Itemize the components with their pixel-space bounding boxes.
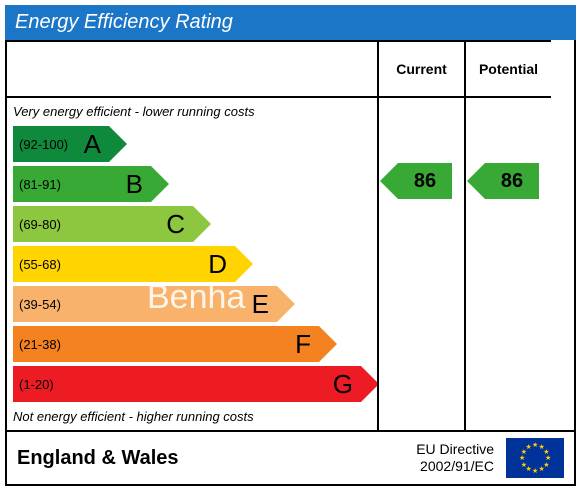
band-bar-g: (1-20) G bbox=[13, 366, 361, 402]
band-row-c: (69-80) C bbox=[13, 205, 377, 243]
band-range: (55-68) bbox=[19, 257, 61, 272]
band-row-d: (55-68) D bbox=[13, 245, 377, 283]
band-bar-e: (39-54) E bbox=[13, 286, 277, 322]
band-bar-d: (55-68) D bbox=[13, 246, 235, 282]
band-letter: F bbox=[295, 329, 311, 360]
band-range: (69-80) bbox=[19, 217, 61, 232]
band-bar-b: (81-91) B bbox=[13, 166, 151, 202]
band-bar-c: (69-80) C bbox=[13, 206, 193, 242]
directive-line2: 2002/91/EC bbox=[416, 458, 494, 475]
band-bar-f: (21-38) F bbox=[13, 326, 319, 362]
title: Energy Efficiency Rating bbox=[5, 5, 576, 40]
header-current: Current bbox=[377, 40, 464, 98]
band-letter: A bbox=[84, 129, 101, 160]
band-row-e: (39-54) E bbox=[13, 285, 377, 323]
bars-area: Very energy efficient - lower running co… bbox=[7, 98, 377, 430]
potential-arrow: 86 bbox=[485, 163, 547, 199]
band-row-a: (92-100) A bbox=[13, 125, 377, 163]
bottom-caption: Not energy efficient - higher running co… bbox=[13, 409, 377, 424]
potential-value: 86 bbox=[485, 163, 539, 199]
band-letter: E bbox=[252, 289, 269, 320]
header-potential: Potential bbox=[464, 40, 551, 98]
band-row-f: (21-38) F bbox=[13, 325, 377, 363]
country: England & Wales bbox=[17, 447, 404, 470]
header-empty bbox=[7, 40, 377, 98]
band-row-b: (81-91) B bbox=[13, 165, 377, 203]
potential-column: 86 bbox=[464, 98, 551, 430]
band-letter: D bbox=[208, 249, 227, 280]
directive-line1: EU Directive bbox=[416, 441, 494, 458]
current-column: 86 bbox=[377, 98, 464, 430]
band-range: (21-38) bbox=[19, 337, 61, 352]
directive: EU Directive 2002/91/EC bbox=[416, 441, 494, 475]
current-arrow: 86 bbox=[398, 163, 460, 199]
band-letter: G bbox=[333, 369, 353, 400]
band-range: (39-54) bbox=[19, 297, 61, 312]
eu-flag-icon: ★★★★★★★★★★★★ bbox=[506, 438, 564, 478]
band-letter: B bbox=[126, 169, 143, 200]
band-bar-a: (92-100) A bbox=[13, 126, 109, 162]
band-range: (81-91) bbox=[19, 177, 61, 192]
current-value: 86 bbox=[398, 163, 452, 199]
band-range: (92-100) bbox=[19, 137, 68, 152]
band-range: (1-20) bbox=[19, 377, 54, 392]
band-row-g: (1-20) G bbox=[13, 365, 377, 403]
top-caption: Very energy efficient - lower running co… bbox=[13, 104, 377, 119]
band-letter: C bbox=[166, 209, 185, 240]
